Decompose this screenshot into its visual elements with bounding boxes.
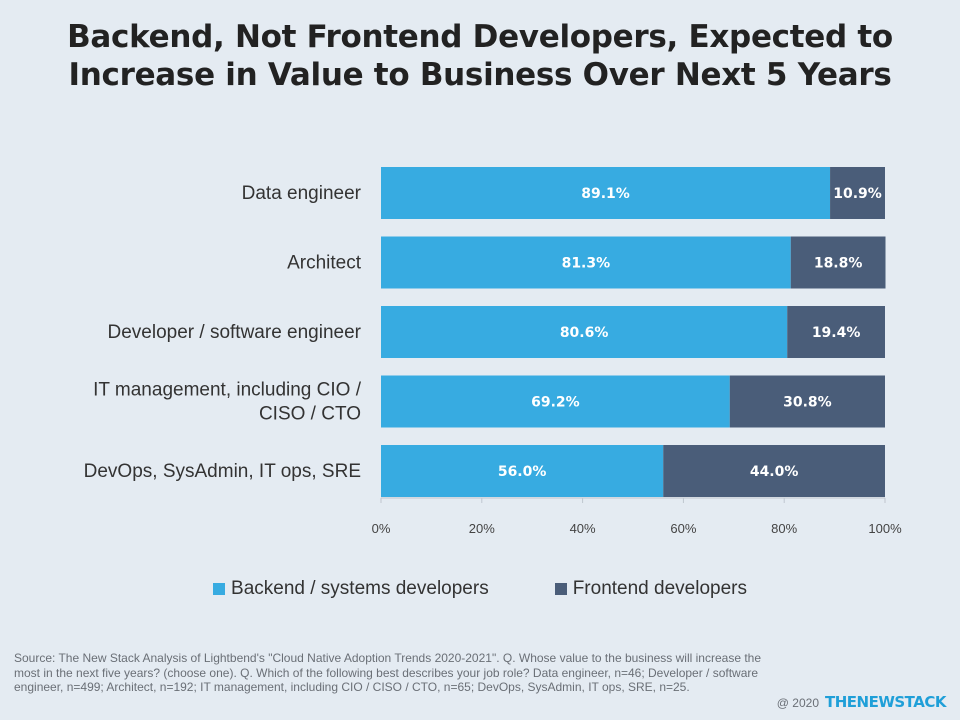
copyright: @ 2020 — [776, 696, 819, 710]
legend-label-backend: Backend / systems developers — [231, 578, 489, 599]
x-tick-label-0: 0% — [372, 521, 391, 536]
legend-swatch-backend — [213, 583, 226, 595]
data-label-frontend-developers-developer-software-engineer: 19.4% — [812, 325, 861, 341]
bar-backend-systems-developers-architect — [381, 236, 791, 289]
legend-item-backend: Backend / systems developers — [213, 578, 489, 600]
data-label-frontend-developers-architect: 18.8% — [814, 256, 863, 272]
source-note: Source: The New Stack Analysis of Lightb… — [14, 651, 762, 694]
data-label-frontend-developers-it-management-including-cio-ciso-cto: 30.8% — [783, 395, 832, 411]
x-tick-label-3: 60% — [670, 521, 696, 536]
legend-label-frontend: Frontend developers — [572, 578, 747, 599]
data-label-backend-systems-developers-devops-sysadmin-it-ops-sre: 56.0% — [498, 464, 547, 480]
footer: @ 2020 THENEWSTACK — [776, 693, 947, 711]
legend: Backend / systems developers Frontend de… — [0, 578, 960, 600]
bar-backend-systems-developers-developer-software-engineer — [381, 306, 788, 358]
legend-swatch-frontend — [554, 583, 567, 595]
data-label-backend-systems-developers-architect: 81.3% — [562, 256, 611, 272]
chart-title-line-1: Backend, Not Frontend Developers, Expect… — [67, 19, 893, 55]
x-tick-label-4: 80% — [771, 521, 797, 536]
bar-frontend-developers-developer-software-engineer — [787, 306, 885, 358]
category-label-it-management-including-cio-ciso-cto: IT management, including CIO / CISO / CTO — [93, 380, 362, 425]
data-label-frontend-developers-data-engineer: 10.9% — [833, 186, 882, 202]
chart-title: Backend, Not Frontend Developers, Expect… — [0, 18, 960, 94]
category-label-developer-software-engineer: Developer / software engineer — [108, 322, 362, 343]
chart-title-line-2: Increase in Value to Business Over Next … — [68, 57, 892, 93]
bar-backend-systems-developers-devops-sysadmin-it-ops-sre — [381, 445, 664, 497]
data-label-backend-systems-developers-it-management-including-cio-ciso-cto: 69.2% — [531, 395, 580, 411]
data-label-backend-systems-developers-developer-software-engineer: 80.6% — [560, 325, 609, 341]
legend-item-frontend: Frontend developers — [554, 578, 747, 600]
bar-frontend-developers-devops-sysadmin-it-ops-sre — [663, 445, 885, 497]
data-label-backend-systems-developers-data-engineer: 89.1% — [581, 186, 630, 202]
bar-frontend-developers-data-engineer — [830, 167, 885, 219]
bar-backend-systems-developers-data-engineer — [381, 167, 831, 219]
brand-logo: THENEWSTACK — [825, 693, 947, 711]
bar-backend-systems-developers-it-management-including-cio-ciso-cto — [381, 375, 730, 428]
bar-frontend-developers-it-management-including-cio-ciso-cto — [729, 375, 885, 428]
category-label-architect: Architect — [287, 253, 362, 274]
x-tick-label-5: 100% — [868, 521, 902, 536]
x-tick-label-1: 20% — [469, 521, 495, 536]
category-label-data-engineer: Data engineer — [242, 183, 362, 204]
data-label-frontend-developers-devops-sysadmin-it-ops-sre: 44.0% — [750, 464, 799, 480]
category-label-devops-sysadmin-it-ops-sre: DevOps, SysAdmin, IT ops, SRE — [84, 461, 361, 482]
x-tick-label-2: 40% — [570, 521, 596, 536]
stacked-bar-chart: 89.1% 10.9% Data engineer 81.3% 18.8% Archite… — [84, 167, 902, 536]
bar-frontend-developers-architect — [790, 236, 886, 289]
